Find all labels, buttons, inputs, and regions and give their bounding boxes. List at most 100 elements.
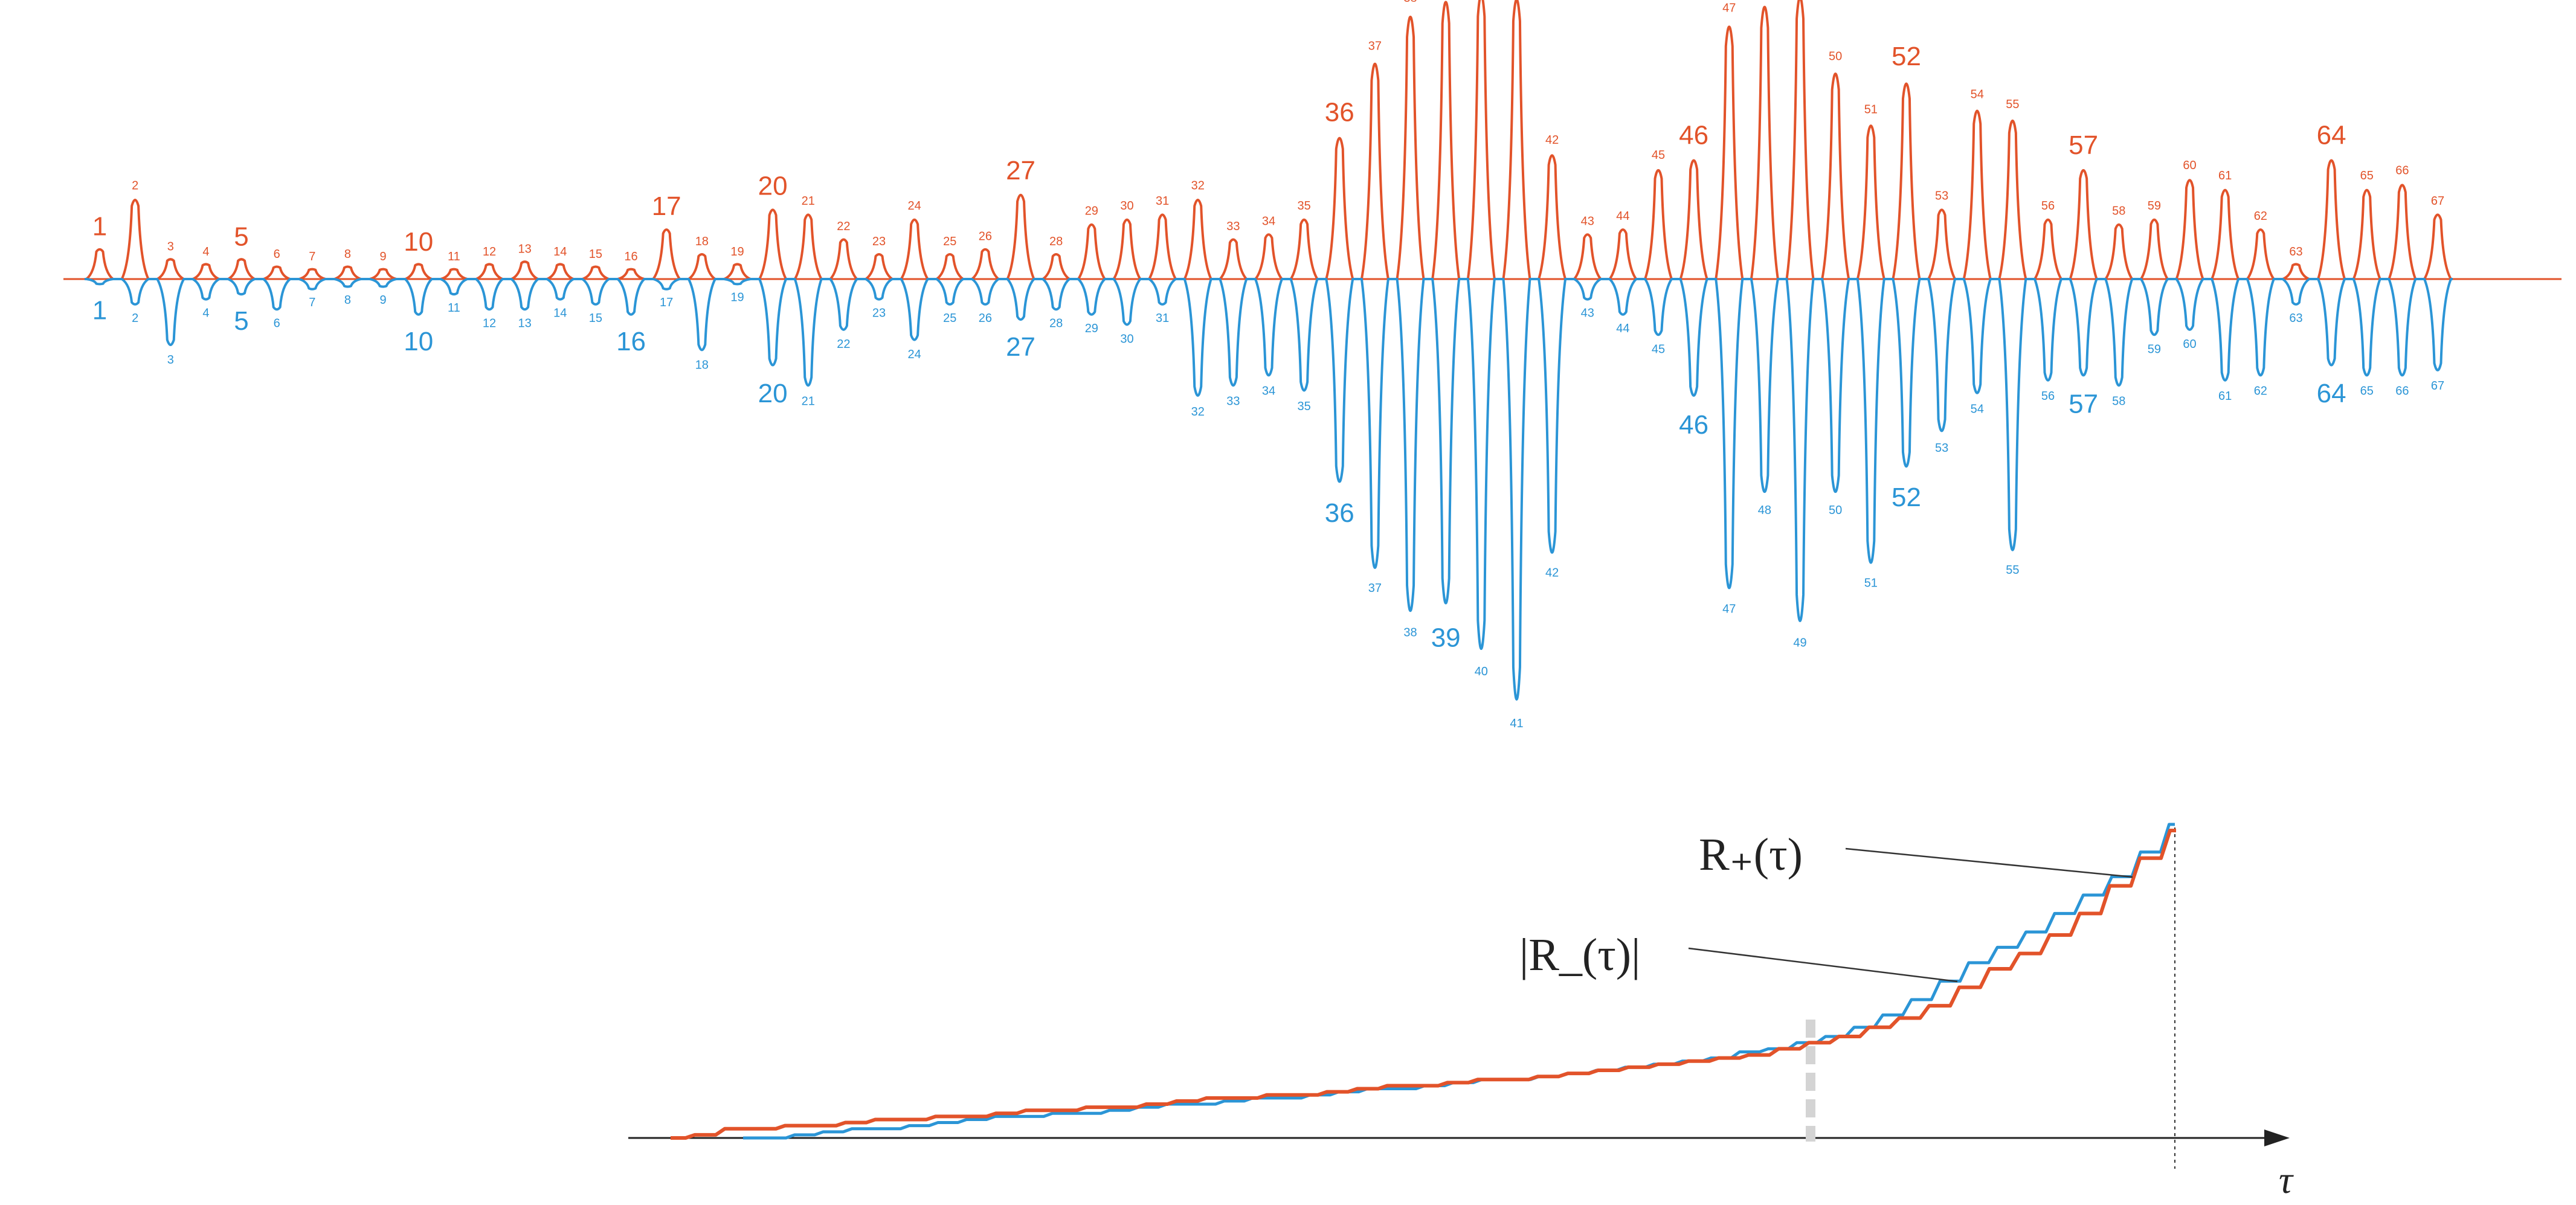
negative-peak-label: 56 — [2041, 390, 2055, 403]
positive-peak-label: 35 — [1298, 199, 1311, 213]
positive-peak-label: 28 — [1049, 235, 1063, 248]
positive-peak-label: 67 — [2431, 194, 2444, 208]
negative-peak-label: 1 — [92, 296, 107, 326]
positive-peak-label: 53 — [1935, 189, 1948, 202]
negative-peak-label: 10 — [404, 327, 433, 356]
positive-peak-label: 42 — [1545, 133, 1559, 147]
negative-peak-label: 9 — [380, 294, 387, 307]
positive-peak-label: 60 — [2183, 159, 2196, 172]
negative-peak-label: 54 — [1971, 403, 1984, 416]
negative-peak-label: 16 — [616, 327, 646, 356]
positive-peak-label: 16 — [624, 250, 637, 263]
negative-peak-label: 47 — [1722, 603, 1736, 616]
negative-peak-label: 4 — [202, 306, 209, 320]
positive-peak-label: 5 — [234, 222, 248, 251]
negative-peak-label: 42 — [1545, 566, 1559, 579]
negative-peak-label: 50 — [1829, 504, 1842, 517]
positive-peak-label: 29 — [1085, 205, 1098, 218]
r-plus-curve — [671, 829, 2176, 1140]
negative-signal-line — [85, 278, 2453, 701]
positive-peak-label: 23 — [872, 235, 886, 248]
positive-peak-label: 13 — [518, 243, 532, 256]
positive-peak-label: 61 — [2218, 169, 2232, 182]
positive-peak-label: 7 — [309, 250, 315, 263]
positive-peak-label: 34 — [1262, 214, 1275, 228]
alternating-signal-plot: 1510172027363946525764234678911121314151… — [63, 0, 2562, 730]
positive-peak-label: 3 — [167, 240, 174, 253]
positive-signal-line — [85, 0, 2453, 280]
positive-peak-label: 12 — [483, 245, 496, 259]
negative-peak-label: 12 — [483, 317, 496, 330]
positive-peak-label: 37 — [1368, 40, 1382, 53]
positive-peak-label: 44 — [1616, 210, 1629, 223]
positive-peak-label: 59 — [2148, 199, 2161, 213]
negative-peak-label: 62 — [2254, 384, 2267, 397]
positive-peak-label: 57 — [2069, 130, 2098, 160]
r-minus-leader-line — [1688, 947, 1958, 983]
negative-peak-label: 18 — [695, 358, 709, 371]
positive-peak-label: 52 — [1892, 42, 1921, 71]
negative-peak-label: 5 — [234, 306, 248, 336]
negative-peak-label: 51 — [1864, 577, 1878, 590]
negative-peak-label: 27 — [1006, 332, 1035, 362]
positive-peak-label: 18 — [695, 235, 709, 248]
positive-peak-label: 1 — [92, 212, 107, 242]
negative-peak-label: 11 — [448, 301, 460, 315]
positive-peak-label: 46 — [1679, 120, 1708, 150]
negative-peak-label: 38 — [1403, 626, 1417, 639]
positive-peak-label: 32 — [1191, 179, 1205, 193]
negative-peak-label: 28 — [1049, 317, 1063, 330]
positive-peak-label: 55 — [2006, 98, 2019, 111]
positive-peak-label: 21 — [802, 194, 815, 208]
negative-peak-label: 14 — [553, 306, 567, 320]
negative-peak-label: 37 — [1368, 582, 1382, 595]
tau-axis-arrowhead — [2264, 1129, 2290, 1146]
positive-peak-label: 14 — [553, 245, 567, 259]
negative-peak-label: 41 — [1510, 717, 1523, 730]
negative-peak-label: 31 — [1156, 312, 1169, 325]
positive-peak-label: 30 — [1120, 199, 1133, 213]
negative-peak-label: 40 — [1475, 665, 1488, 678]
negative-peak-label: 17 — [660, 296, 673, 309]
negative-peak-label: 6 — [274, 317, 280, 330]
negative-peak-label: 48 — [1758, 504, 1771, 517]
negative-peak-label: 59 — [2148, 343, 2161, 356]
negative-peak-label: 36 — [1325, 498, 1354, 528]
positive-peak-label: 62 — [2254, 210, 2267, 223]
positive-peak-label: 66 — [2395, 164, 2409, 177]
positive-peak-label: 27 — [1006, 156, 1035, 185]
positive-peak-label: 15 — [589, 248, 602, 261]
negative-peak-label: 43 — [1581, 306, 1594, 320]
negative-peak-label: 23 — [872, 306, 886, 320]
positive-peak-label: 17 — [652, 191, 681, 221]
positive-peak-label: 4 — [202, 245, 209, 259]
negative-peak-label: 52 — [1892, 483, 1921, 512]
negative-peak-label: 44 — [1616, 322, 1629, 335]
positive-peak-label: 47 — [1722, 2, 1736, 15]
positive-peak-label: 43 — [1581, 214, 1594, 228]
positive-peak-label: 38 — [1403, 0, 1417, 5]
tau-axis-label: τ — [2279, 1158, 2294, 1201]
negative-peak-label: 33 — [1226, 395, 1240, 408]
positive-peak-label: 6 — [274, 248, 280, 261]
positive-peak-label: 26 — [979, 230, 992, 243]
positive-peak-label: 10 — [404, 227, 433, 257]
negative-peak-label: 45 — [1652, 343, 1665, 356]
negative-peak-label: 61 — [2218, 390, 2232, 403]
negative-peak-label: 7 — [309, 296, 315, 309]
negative-peak-label: 21 — [802, 395, 815, 408]
negative-peak-label: 25 — [943, 312, 956, 325]
cumulative-curves-plot: τ R₊(τ) |R_(τ)| — [628, 823, 2294, 1201]
r-plus-leader-line — [1845, 847, 2133, 878]
negative-peak-label: 2 — [132, 312, 138, 325]
positive-peak-label: 31 — [1156, 194, 1169, 208]
negative-peak-label: 53 — [1935, 442, 1948, 455]
positive-peak-label: 58 — [2112, 205, 2125, 218]
negative-peak-label: 60 — [2183, 338, 2196, 351]
positive-peak-label: 25 — [943, 235, 956, 248]
negative-peak-label: 8 — [344, 294, 351, 307]
negative-peak-label: 35 — [1298, 400, 1311, 413]
negative-peak-label: 32 — [1191, 405, 1205, 419]
